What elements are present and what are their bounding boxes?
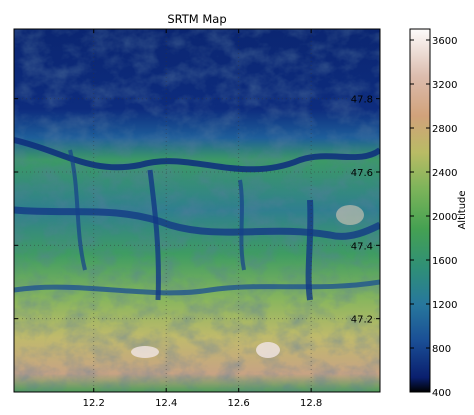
x-tick-label: 12.2 [83,398,105,409]
colorbar-tick-label: 2000 [432,212,457,223]
y-tick-label: 47.2 [351,315,373,326]
y-tick-label: 47.6 [351,168,373,179]
plot-frame [13,28,381,393]
colorbar-tick-label: 400 [432,388,451,399]
colorbar-tick-label: 2800 [432,124,457,135]
x-axis: 12.2 12.4 12.6 12.8 [83,29,322,409]
x-tick-label: 12.6 [228,398,250,409]
colorbar [409,28,431,393]
colorbar-tick-label: 1200 [432,300,457,311]
terrain-image [14,29,380,392]
colorbar-label: Altitude [457,190,468,229]
colorbar-tick-label: 3200 [432,80,457,91]
colorbar-tick-label: 1600 [432,256,457,267]
y-tick-label: 47.8 [351,95,373,106]
y-axis: 47.2 47.4 47.6 47.8 [14,95,380,326]
colorbar-tick-label: 3600 [432,36,457,47]
colorbar-ticks: 400 800 1200 1600 2000 2400 2800 3200 3600 [410,36,457,399]
colorbar-tick-label: 800 [432,344,451,355]
colorbar-tick-label: 2400 [432,168,457,179]
chart-title: SRTM Map [167,12,226,26]
x-tick-label: 12.8 [300,398,322,409]
grid [14,29,380,392]
x-tick-label: 12.4 [155,398,177,409]
y-tick-label: 47.4 [351,241,373,252]
